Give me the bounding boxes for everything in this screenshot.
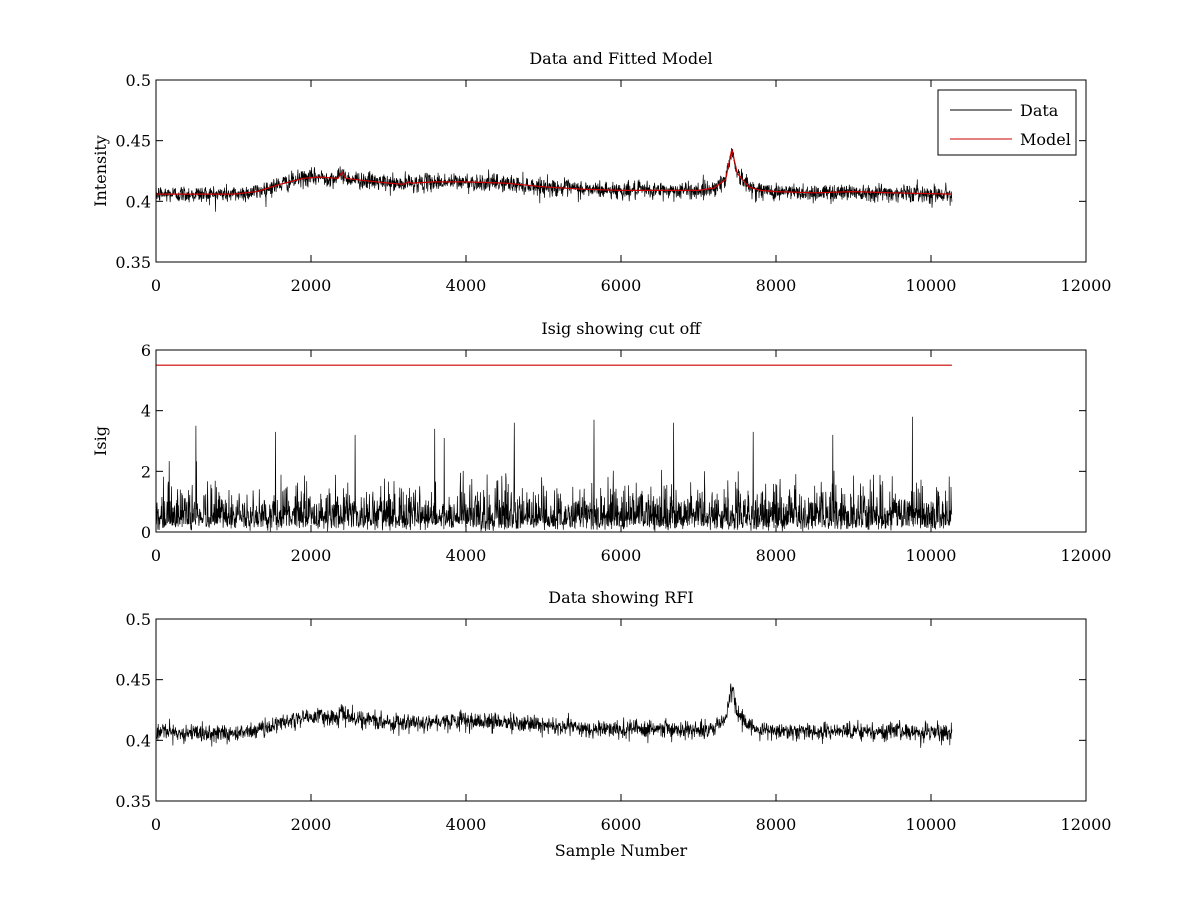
panel-rfi: 0 2000 4000 6000 8000 10000 12000 0.35 0.4 0.45 0.… <box>115 588 1111 860</box>
y-tick-label: 0.4 <box>126 731 151 750</box>
axes-box <box>155 618 1087 802</box>
y-tick-label: 0.5 <box>126 71 151 90</box>
chart-title: Data showing RFI <box>548 588 693 607</box>
x-axis-label: Sample Number <box>555 841 688 860</box>
y-tick-label: 0.45 <box>115 132 151 151</box>
plot-area <box>156 683 953 748</box>
x-tick-label: 8000 <box>756 276 797 295</box>
series-model-line <box>156 149 952 195</box>
x-tick-label: 4000 <box>446 276 487 295</box>
y-axis-label: Intensity <box>91 135 110 207</box>
x-tick-label: 12000 <box>1061 276 1112 295</box>
y-tick-label: 0.4 <box>126 192 151 211</box>
y-tick-label: 0 <box>141 523 151 542</box>
x-tick-label: 10000 <box>906 546 957 565</box>
x-tick-label: 6000 <box>601 546 642 565</box>
x-tick-label: 10000 <box>906 815 957 834</box>
y-tick-label: 0.35 <box>115 792 151 811</box>
plot-area <box>156 364 953 532</box>
panel-intensity: 0 2000 4000 6000 8000 10000 12000 0.35 0.4 0.45 0.… <box>91 49 1111 295</box>
x-tick-label: 2000 <box>291 276 332 295</box>
legend-box <box>937 89 1077 156</box>
x-tick-label: 0 <box>151 815 161 834</box>
chart-title: Data and Fitted Model <box>529 49 712 68</box>
y-tick-label: 6 <box>141 341 151 360</box>
panel-isig: 0 2000 4000 6000 8000 10000 12000 0 2 4 6 Isig show… <box>91 319 1111 565</box>
plot-area <box>156 148 953 212</box>
x-tick-label: 4000 <box>446 815 487 834</box>
y-tick-label: 0.45 <box>115 671 151 690</box>
series-data-line <box>156 148 953 212</box>
y-tick-label: 2 <box>141 462 151 481</box>
x-tick-label: 6000 <box>601 815 642 834</box>
x-tick-label: 4000 <box>446 546 487 565</box>
legend-label-model: Model <box>1020 130 1071 149</box>
x-tick-label: 12000 <box>1061 546 1112 565</box>
x-tick-label: 6000 <box>601 276 642 295</box>
y-tick-label: 0.35 <box>115 253 151 272</box>
series-data-line <box>156 683 953 748</box>
x-tick-label: 0 <box>151 276 161 295</box>
legend-label-data: Data <box>1020 101 1059 120</box>
y-tick-label: 4 <box>141 402 151 421</box>
x-tick-label: 2000 <box>291 815 332 834</box>
series-isig-line <box>156 416 953 532</box>
legend: Data Model <box>937 89 1077 156</box>
x-tick-label: 0 <box>151 546 161 565</box>
x-tick-label: 8000 <box>756 815 797 834</box>
x-tick-label: 8000 <box>756 546 797 565</box>
x-tick-label: 10000 <box>906 276 957 295</box>
y-tick-label: 0.5 <box>126 610 151 629</box>
chart-title: Isig showing cut off <box>541 319 702 338</box>
x-tick-label: 2000 <box>291 546 332 565</box>
x-tick-label: 12000 <box>1061 815 1112 834</box>
y-axis-label: Isig <box>91 426 110 456</box>
